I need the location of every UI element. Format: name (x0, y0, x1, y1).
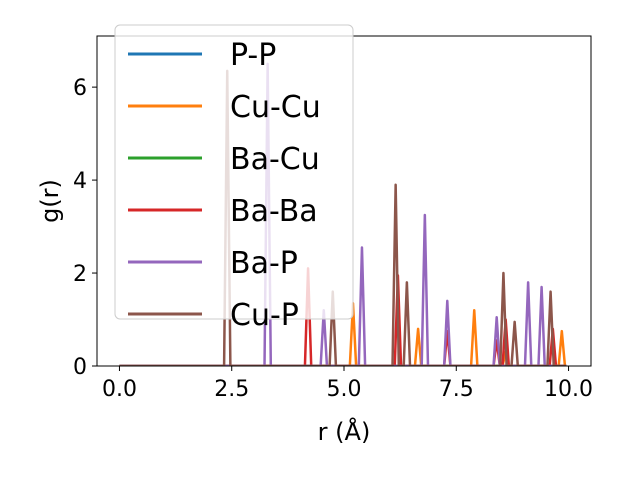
series-line-cu-cu (119, 302, 567, 366)
x-tick-label: 0.0 (102, 377, 137, 402)
x-tick-label: 10.0 (544, 377, 593, 402)
x-tick-label: 5.0 (327, 377, 362, 402)
legend-label-cu-cu: Cu-Cu (230, 90, 321, 125)
series-line-cu-p (119, 69, 567, 366)
y-tick-label: 2 (73, 262, 87, 287)
y-tick-label: 6 (73, 76, 87, 101)
legend-label-cu-p: Cu-P (230, 298, 299, 333)
legend-label-ba-ba: Ba-Ba (230, 194, 318, 229)
y-axis-label: g(r) (36, 179, 64, 223)
legend: P-P Cu-Cu Ba-Cu Ba-Ba Ba-P Cu-P (114, 24, 354, 333)
legend-label-p-p: P-P (230, 38, 276, 73)
y-axis: 0 2 4 6 (73, 76, 97, 380)
x-tick-label: 2.5 (214, 377, 249, 402)
x-axis: 0.0 2.5 5.0 7.5 10.0 (102, 366, 593, 402)
y-tick-label: 0 (73, 355, 87, 380)
legend-label-ba-cu: Ba-Cu (230, 142, 320, 177)
series-layer (119, 62, 567, 366)
y-tick-label: 4 (73, 169, 87, 194)
legend-label-ba-p: Ba-P (230, 246, 298, 281)
x-axis-label: r (Å) (318, 417, 371, 446)
legend-box (114, 24, 354, 320)
series-line-ba-p (119, 62, 567, 366)
x-tick-label: 7.5 (439, 377, 474, 402)
